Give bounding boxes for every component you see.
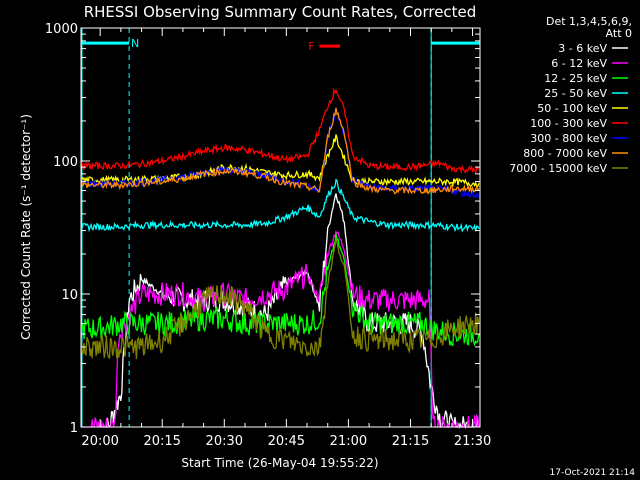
legend-label: 3 - 6 keV xyxy=(558,42,607,55)
series-line-8 xyxy=(80,107,480,195)
y-tick-label: 1000 xyxy=(45,22,78,37)
legend: 3 - 6 keV 6 - 12 keV 12 - 25 keV 25 - 50 ke… xyxy=(509,42,628,175)
series-line-5 xyxy=(80,134,480,188)
legend-header-line-2: Att 0 xyxy=(606,27,632,40)
x-tick-label: 20:15 xyxy=(143,434,180,449)
y-tick-label: 100 xyxy=(53,155,78,170)
legend-label: 800 - 7000 keV xyxy=(523,147,607,160)
series-line-4 xyxy=(80,178,480,233)
chart-title: RHESSI Observing Summary Count Rates, Co… xyxy=(84,3,477,21)
x-axis-ticks: 20:00 20:15 20:30 20:45 21:00 21:15 21:30 xyxy=(81,28,491,449)
series-lines xyxy=(80,87,480,430)
series-line-3 xyxy=(80,233,480,347)
x-tick-label: 21:00 xyxy=(330,434,367,449)
footer-date: 17-Oct-2021 21:14 xyxy=(550,468,636,478)
legend-label: 6 - 12 keV xyxy=(551,57,607,70)
series-line-2 xyxy=(81,230,480,428)
series-line-6 xyxy=(80,87,480,175)
legend-label: 50 - 100 keV xyxy=(537,102,607,115)
plot-frame xyxy=(80,27,481,428)
legend-header-line-1: Det 1,3,4,5,6,9, xyxy=(546,15,632,28)
y-axis-ticks: 1 10 100 1000 xyxy=(45,22,480,436)
flag-label: F xyxy=(308,40,314,53)
x-tick-label: 21:15 xyxy=(392,434,429,449)
y-tick-label: 10 xyxy=(61,288,78,303)
flag-label: N xyxy=(131,37,139,50)
legend-label: 25 - 50 keV xyxy=(544,87,607,100)
x-tick-label: 20:30 xyxy=(206,434,243,449)
x-tick-label: 20:00 xyxy=(81,434,118,449)
series-line-1 xyxy=(99,193,480,430)
x-tick-label: 20:45 xyxy=(268,434,305,449)
legend-label: 12 - 25 keV xyxy=(544,72,607,85)
legend-label: 300 - 800 keV xyxy=(530,132,607,145)
series-line-9 xyxy=(80,237,480,360)
legend-label: 7000 - 15000 keV xyxy=(509,162,607,175)
x-axis-label: Start Time (26-May-04 19:55:22) xyxy=(181,456,378,470)
legend-label: 100 - 300 keV xyxy=(530,117,607,130)
y-tick-label: 1 xyxy=(70,421,78,436)
series-line-7 xyxy=(80,106,480,200)
y-axis-label: Corrected Count Rate (s⁻¹ detector⁻¹) xyxy=(19,114,33,340)
x-tick-label: 21:30 xyxy=(454,434,491,449)
